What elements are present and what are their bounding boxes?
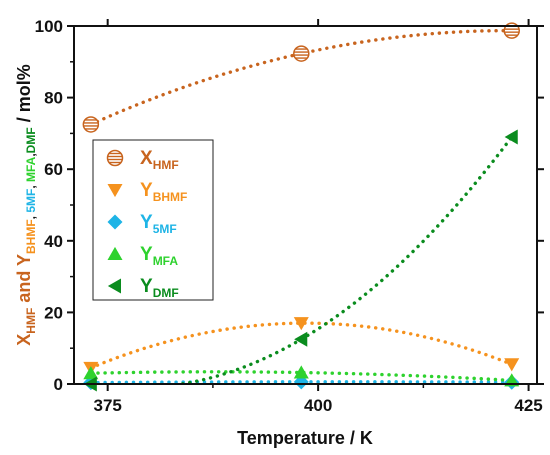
y-tick-label: 100: [35, 17, 63, 36]
y-tick-label: 20: [44, 303, 63, 322]
axis-ticks: [67, 19, 544, 391]
trend-line-hmf: [89, 28, 514, 127]
legend-marker-hmf: [106, 149, 124, 167]
trend-line-5mf: [89, 380, 514, 384]
data-markers: [82, 22, 520, 392]
y-tick-label: 80: [44, 89, 63, 108]
legend-label-5mf: Y5MF: [140, 212, 177, 236]
data-point-mfa: [83, 366, 99, 380]
legend-marker-bhmf: [107, 184, 123, 198]
legend-marker-dmf: [107, 278, 121, 294]
legend: XHMF YBHMF Y5MF YMFA YDMF: [92, 139, 214, 301]
data-point-hmf: [82, 116, 100, 133]
tick-labels: 375 400 425 0 20 40 60 80 100: [35, 17, 543, 415]
y-axis-title: XHMF​ and YBHMF​, ​5MF​, ​MFA​,​DMF​ / m…: [14, 64, 38, 345]
legend-label-bhmf: YBHMF: [140, 180, 187, 204]
x-tick-label: 400: [304, 396, 332, 415]
legend-label-dmf: YDMF: [140, 276, 179, 300]
data-point-dmf: [504, 129, 518, 145]
data-point-hmf: [293, 45, 310, 62]
data-point-dmf: [294, 331, 308, 347]
x-axis-title: Temperature / K: [237, 428, 373, 448]
legend-marker-5mf: [107, 214, 123, 230]
data-point-bhmf: [293, 317, 309, 331]
y-tick-label: 60: [44, 160, 63, 179]
y-tick-label: 0: [54, 375, 63, 394]
data-point-mfa: [293, 365, 309, 379]
legend-marker-mfa: [107, 246, 123, 260]
data-point-bhmf: [504, 358, 520, 372]
trend-line-mfa: [89, 370, 514, 383]
legend-label-mfa: YMFA: [140, 244, 178, 268]
x-tick-label: 425: [514, 396, 542, 415]
x-tick-label: 375: [93, 396, 121, 415]
legend-label-hmf: XHMF: [140, 148, 179, 172]
y-tick-label: 40: [44, 232, 63, 251]
